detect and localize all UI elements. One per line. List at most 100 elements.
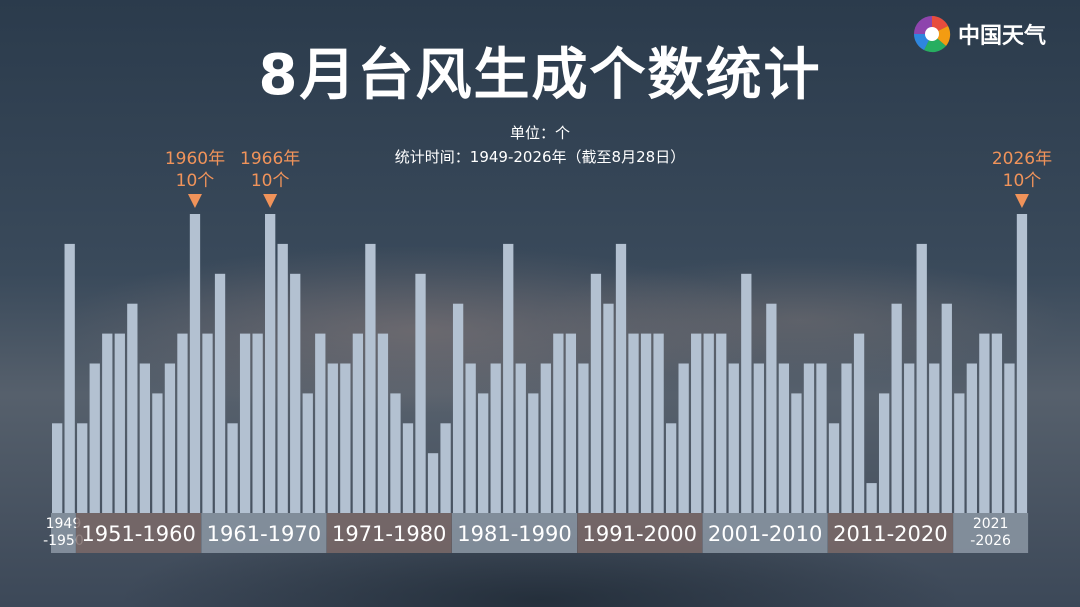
- bar-1976: [390, 393, 401, 513]
- decade-label-7: 2011-2020: [833, 522, 947, 546]
- bar-1971: [327, 363, 338, 513]
- bar-1953: [102, 333, 113, 513]
- bar-2026: [1016, 214, 1028, 513]
- bar-2024: [991, 333, 1003, 513]
- pinwheel-logo-icon: [914, 16, 951, 53]
- bar-1956: [139, 363, 151, 513]
- bar-1952: [89, 363, 100, 513]
- bar-2023: [979, 333, 990, 513]
- annotation-marker-2026: [1014, 194, 1029, 208]
- bar-1983: [478, 393, 489, 513]
- annotation-year-1966: 1966年: [240, 149, 300, 169]
- bar-1974: [365, 243, 376, 513]
- bar-1989: [553, 333, 564, 513]
- bar-2006: [766, 303, 777, 513]
- bar-2015: [878, 393, 890, 513]
- bar-2003: [728, 363, 739, 513]
- decade-label-0-line-1: -1950: [43, 533, 84, 549]
- bar-1962: [214, 273, 226, 513]
- bar-2013: [853, 333, 865, 513]
- decade-band-7: [827, 513, 953, 553]
- brand-name: 中国天气: [958, 24, 1047, 49]
- bar-1984: [490, 363, 501, 513]
- bar-2025: [1004, 363, 1015, 513]
- decade-label-6: 2001-2010: [708, 522, 822, 546]
- decade-label-2: 1961-1970: [207, 522, 321, 546]
- bar-series: [52, 214, 1028, 513]
- bar-2004: [741, 273, 752, 513]
- bar-1982: [465, 363, 476, 513]
- bar-1997: [653, 333, 664, 513]
- bar-1990: [565, 333, 577, 513]
- bar-2005: [753, 363, 764, 513]
- decade-label-8-line-0: 2021: [973, 516, 1009, 532]
- bar-1981: [452, 303, 464, 513]
- bar-1973: [352, 333, 364, 513]
- decade-band-4: [451, 513, 578, 553]
- bar-2016: [891, 303, 902, 513]
- decade-band-8: [953, 513, 1029, 553]
- bar-1972: [340, 363, 351, 513]
- decade-label-8-line-1: -2026: [970, 533, 1011, 549]
- bar-1987: [528, 393, 539, 513]
- bar-1955: [127, 303, 138, 513]
- decade-label-1: 1951-1960: [81, 522, 195, 546]
- annotation-count-1966: 10个: [251, 171, 290, 191]
- annotation-year-2026: 2026年: [992, 149, 1052, 169]
- bar-1995: [628, 333, 639, 513]
- decade-band-5: [577, 513, 703, 553]
- bar-1999: [678, 363, 689, 513]
- bar-1965: [252, 333, 263, 513]
- bar-2012: [841, 363, 852, 513]
- bar-1992: [590, 273, 602, 513]
- bar-2014: [866, 483, 877, 513]
- bar-1977: [402, 423, 414, 513]
- bar-1964: [239, 333, 251, 513]
- decade-label-5: 1991-2000: [583, 522, 697, 546]
- period-label: 统计时间：1949-2026年（截至8月28日）: [394, 148, 686, 166]
- decade-band-0: [51, 513, 76, 553]
- decade-label-4: 1981-1990: [457, 522, 571, 546]
- bar-2018: [916, 243, 927, 513]
- annotation-count-2026: 10个: [1003, 171, 1042, 191]
- chart-title: 8月台风生成个数统计: [258, 43, 822, 108]
- bar-1968: [290, 273, 301, 513]
- annotation-year-1960: 1960年: [165, 149, 225, 169]
- bar-1949: [52, 423, 63, 513]
- bar-1963: [227, 423, 238, 513]
- bar-1996: [640, 333, 652, 513]
- bar-2001: [703, 333, 714, 513]
- bar-2000: [691, 333, 702, 513]
- bar-1957: [152, 393, 163, 513]
- bar-2022: [966, 363, 977, 513]
- decade-label-3: 1971-1980: [332, 522, 446, 546]
- bar-1994: [615, 243, 627, 513]
- bar-1986: [515, 363, 526, 513]
- bar-1958: [164, 363, 176, 513]
- bar-2008: [791, 393, 802, 513]
- bar-1993: [603, 303, 614, 513]
- bar-1961: [202, 333, 213, 513]
- bar-2017: [904, 363, 915, 513]
- annotation-marker-1966: [263, 194, 278, 208]
- decade-label-0-line-0: 1949: [46, 516, 82, 532]
- bar-2009: [803, 363, 815, 513]
- bar-1975: [377, 333, 389, 513]
- bar-2019: [929, 363, 940, 513]
- bar-1959: [177, 333, 188, 513]
- decade-band-6: [702, 513, 828, 553]
- bar-1978: [415, 273, 426, 513]
- bar-1979: [427, 453, 439, 513]
- bar-1991: [578, 363, 589, 513]
- bar-2007: [778, 363, 790, 513]
- bar-1970: [315, 333, 326, 513]
- bar-2011: [828, 423, 840, 513]
- bar-1998: [665, 423, 677, 513]
- bar-1980: [440, 423, 451, 513]
- bar-1960: [189, 214, 201, 513]
- bar-1969: [302, 393, 313, 513]
- bar-2002: [716, 333, 727, 513]
- bar-1951: [77, 423, 88, 513]
